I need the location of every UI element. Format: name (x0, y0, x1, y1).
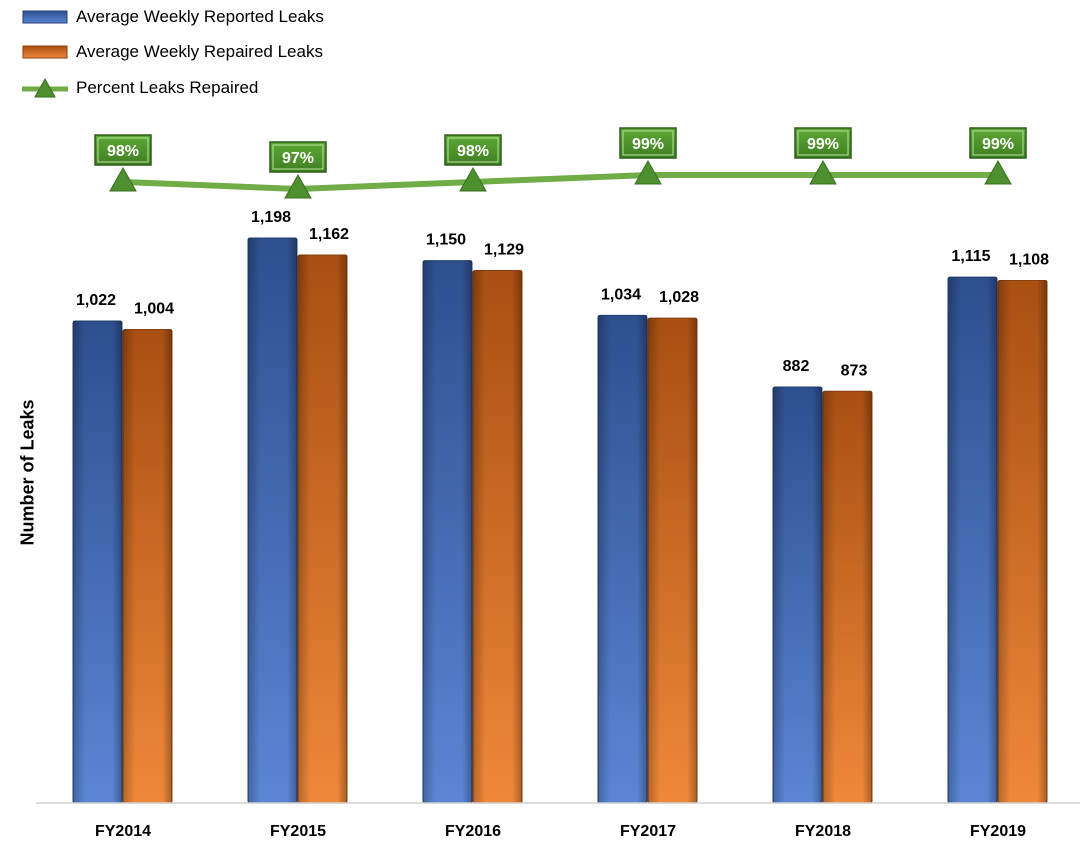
legend-item-reported: Average Weekly Reported Leaks (22, 4, 324, 30)
bar-shade (423, 260, 472, 804)
percent-label-inner (447, 137, 499, 163)
x-tick-fy2014: FY2014 (95, 823, 151, 840)
legend-swatch-orange (22, 45, 68, 59)
percent-label-fy2016: 98% (457, 143, 489, 160)
bar-shade (823, 391, 872, 803)
bar-shade (998, 280, 1047, 803)
percent-label-inner (797, 130, 849, 156)
bar-shade (773, 387, 822, 803)
legend-label-reported: Average Weekly Reported Leaks (76, 7, 324, 26)
x-tick-fy2015: FY2015 (270, 823, 326, 840)
data-label-reported-fy2014: 1,022 (76, 292, 116, 309)
percent-label-inner (972, 130, 1024, 156)
data-label-repaired-fy2019: 1,108 (1009, 251, 1049, 268)
legend-swatch-line (22, 77, 68, 98)
data-label-reported-fy2017: 1,034 (601, 286, 641, 303)
bar-shade (473, 270, 522, 803)
percent-label-box-fy2019 (969, 127, 1027, 159)
data-label-repaired-fy2018: 873 (841, 362, 868, 379)
x-tick-fy2016: FY2016 (445, 823, 501, 840)
legend-label-repaired: Average Weekly Repaired Leaks (76, 42, 323, 61)
bar-shade (123, 329, 172, 803)
percent-label-inner (272, 144, 324, 170)
data-label-repaired-fy2015: 1,162 (309, 226, 349, 243)
percent-marker-fy2017 (634, 159, 662, 185)
percent-label-fy2015: 97% (282, 150, 314, 167)
percent-line (122, 172, 998, 192)
percent-label-box-fy2014 (94, 134, 152, 166)
bar-shade (598, 315, 647, 803)
percent-marker-fy2014 (109, 166, 137, 192)
bar-shade (648, 318, 697, 803)
x-tick-fy2019: FY2019 (970, 823, 1026, 840)
percent-label-fy2017: 99% (632, 136, 664, 153)
legend-item-repaired: Average Weekly Repaired Leaks (22, 39, 323, 65)
x-tick-fy2017: FY2017 (620, 823, 676, 840)
legend-swatch-blue (22, 10, 68, 24)
percent-marker-fy2015 (284, 173, 312, 199)
data-label-repaired-fy2016: 1,129 (484, 242, 524, 259)
legend-item-percent: Percent Leaks Repaired (22, 75, 258, 101)
percent-label-box-fy2015 (269, 141, 327, 173)
percent-marker-fy2016 (459, 166, 487, 192)
percent-label-fy2018: 99% (807, 136, 839, 153)
bar-shade (73, 321, 122, 803)
y-axis-label: Number of Leaks (17, 399, 38, 546)
percent-marker-fy2019 (984, 159, 1012, 185)
bar-shade (248, 238, 297, 803)
data-label-reported-fy2015: 1,198 (251, 209, 291, 226)
percent-label-box-fy2018 (794, 127, 852, 159)
percent-label-box-fy2016 (444, 134, 502, 166)
x-tick-fy2018: FY2018 (795, 823, 851, 840)
data-label-repaired-fy2017: 1,028 (659, 289, 699, 306)
percent-label-fy2014: 98% (107, 143, 139, 160)
data-label-reported-fy2016: 1,150 (426, 232, 466, 249)
data-label-reported-fy2019: 1,115 (951, 248, 990, 265)
percent-label-box-fy2017 (619, 127, 677, 159)
data-label-repaired-fy2014: 1,004 (134, 300, 174, 317)
bar-shade (298, 254, 347, 804)
percent-label-inner (622, 130, 674, 156)
bar-shade (948, 277, 997, 803)
data-label-reported-fy2018: 882 (783, 358, 810, 375)
percent-label-fy2019: 99% (982, 136, 1014, 153)
percent-label-inner (97, 137, 149, 163)
percent-marker-fy2018 (809, 159, 837, 185)
legend-label-percent: Percent Leaks Repaired (76, 78, 259, 97)
